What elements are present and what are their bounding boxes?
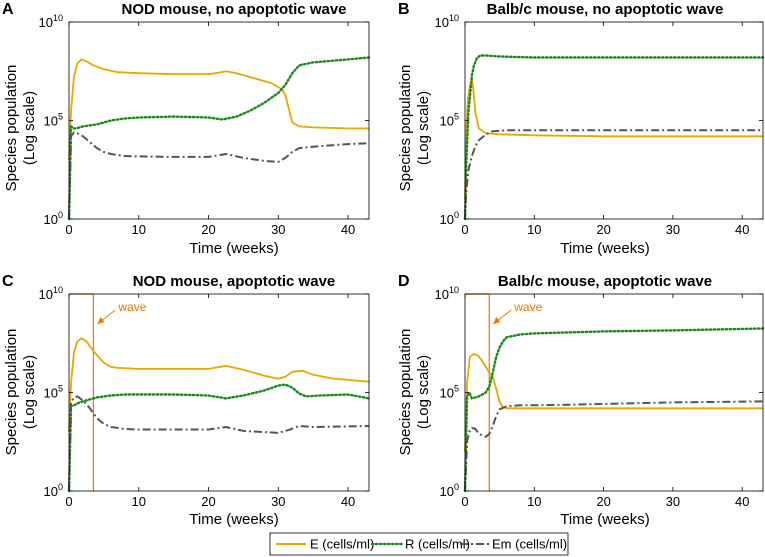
panel-c-wave-arrowhead <box>97 317 105 324</box>
panel-d-xtick-label: 30 <box>666 494 680 509</box>
panel-a-axes: 0 10 20 30 40 100 105 1010 <box>39 13 371 237</box>
panel-d-wave-arrowhead <box>493 317 501 324</box>
panel-b-axes: 0 10 20 30 40 100 105 1010 <box>435 13 765 237</box>
panel-d-xtick-label: 10 <box>527 494 541 509</box>
panel-d-series-e <box>464 353 763 452</box>
panel-b-ytick-label: 105 <box>440 112 459 129</box>
panel-b-series-e <box>464 78 763 200</box>
legend-label-e: E (cells/ml) <box>310 537 374 552</box>
panel-a: A NOD mouse, no apoptotic wave 0 10 20 30 40… <box>2 1 371 257</box>
panel-b-xtick-label: 10 <box>527 222 541 237</box>
panel-d-ylabel-line2: (Log scale) <box>415 355 432 429</box>
panel-c-xlabel: Time (weeks) <box>189 511 278 528</box>
panel-d-axes: wave 0 10 20 30 40 100 105 1010 <box>435 285 765 509</box>
panel-letter-d: D <box>398 273 410 290</box>
panel-d: D Balb/c mouse, apoptotic wave wave 0 10 20… <box>397 273 765 528</box>
panel-b-ylabel-line1: Species population <box>397 65 414 192</box>
panel-letter-a: A <box>2 1 14 18</box>
panel-a-series-e <box>68 58 369 160</box>
panel-d-xtick-label: 20 <box>596 494 610 509</box>
panel-c: C NOD mouse, apoptotic wave wave 0 10 20 30 4… <box>2 273 371 528</box>
panel-a-ytick-label: 105 <box>44 112 63 129</box>
panel-d-ytick-label: 1010 <box>435 285 459 302</box>
panel-c-ylabel-line2: (Log scale) <box>21 355 38 429</box>
panel-c-frame <box>68 293 370 492</box>
panel-c-xtick-label: 10 <box>132 494 146 509</box>
panel-b-series-em <box>464 129 763 220</box>
panel-letter-b: B <box>398 1 410 18</box>
panel-c-xtick-label: 40 <box>341 494 355 509</box>
panel-c-ytick-label: 100 <box>44 482 63 499</box>
panel-a-ylabel-line1: Species population <box>3 65 20 192</box>
panel-b-ytick-label: 100 <box>440 210 459 227</box>
panel-c-xtick-label: 20 <box>201 494 215 509</box>
panel-a-ytick-label: 100 <box>44 210 63 227</box>
legend-label-em: Em (cells/ml) <box>492 537 567 552</box>
panel-b-ylabel-line2: (Log scale) <box>415 91 432 165</box>
panel-c-series-em <box>68 395 370 492</box>
panel-c-xtick-label: 0 <box>65 494 72 509</box>
legend-label-r: R (cells/ml) <box>405 537 470 552</box>
panel-d-xlabel: Time (weeks) <box>560 511 649 528</box>
legend: E (cells/ml) R (cells/ml) Em (cells/ml) <box>269 532 569 556</box>
panel-a-ytick-label: 1010 <box>39 13 63 30</box>
panel-b-ytick-label: 1010 <box>435 13 459 30</box>
panel-c-ytick-label: 105 <box>44 384 63 401</box>
panel-c-series-e <box>68 337 370 432</box>
panel-a-xtick-label: 40 <box>341 222 355 237</box>
panel-d-series-em <box>464 400 764 492</box>
panel-b-xtick-label: 30 <box>666 222 680 237</box>
panel-c-title: NOD mouse, apoptotic wave <box>133 273 336 290</box>
panel-b-series-r <box>463 54 765 221</box>
panel-b-frame <box>464 21 764 220</box>
panel-d-ylabel-line1: Species population <box>397 329 414 456</box>
panel-d-wave-label: wave <box>513 300 542 314</box>
panel-d-ytick-label: 100 <box>440 482 459 499</box>
panel-a-xtick-label: 10 <box>132 222 146 237</box>
panel-a-title: NOD mouse, no apoptotic wave <box>121 1 346 18</box>
panel-b-xtick-label: 40 <box>735 222 749 237</box>
panel-a-xlabel: Time (weeks) <box>189 240 278 257</box>
panel-b: B Balb/c mouse, no apoptotic wave 0 10 20 3… <box>397 1 765 257</box>
panel-c-xtick-label: 30 <box>271 494 285 509</box>
panel-b-title: Balb/c mouse, no apoptotic wave <box>487 1 724 18</box>
panel-a-xtick-label: 30 <box>271 222 285 237</box>
panel-a-series-em <box>68 131 370 220</box>
legend-box <box>269 532 569 556</box>
panel-a-series-r <box>67 56 371 221</box>
panel-a-ylabel-line2: (Log scale) <box>21 91 38 165</box>
panel-d-xtick-label: 0 <box>461 494 468 509</box>
panel-c-ylabel-line1: Species population <box>3 329 20 456</box>
panel-d-title: Balb/c mouse, apoptotic wave <box>498 273 712 290</box>
panel-d-ytick-label: 105 <box>440 384 459 401</box>
panel-c-series-r <box>67 383 371 493</box>
panel-c-wave-label: wave <box>117 300 146 314</box>
panel-c-axes: wave 0 10 20 30 40 100 105 1010 <box>39 285 371 509</box>
panel-d-frame <box>464 293 764 492</box>
panel-a-xtick-label: 0 <box>65 222 72 237</box>
panel-b-xtick-label: 20 <box>596 222 610 237</box>
panel-b-xlabel: Time (weeks) <box>560 240 649 257</box>
panel-d-series-r <box>463 327 765 493</box>
panel-a-xtick-label: 20 <box>201 222 215 237</box>
panel-b-xtick-label: 0 <box>461 222 468 237</box>
panel-c-ytick-label: 1010 <box>39 285 63 302</box>
panel-d-xtick-label: 40 <box>735 494 749 509</box>
panel-letter-c: C <box>2 273 14 290</box>
